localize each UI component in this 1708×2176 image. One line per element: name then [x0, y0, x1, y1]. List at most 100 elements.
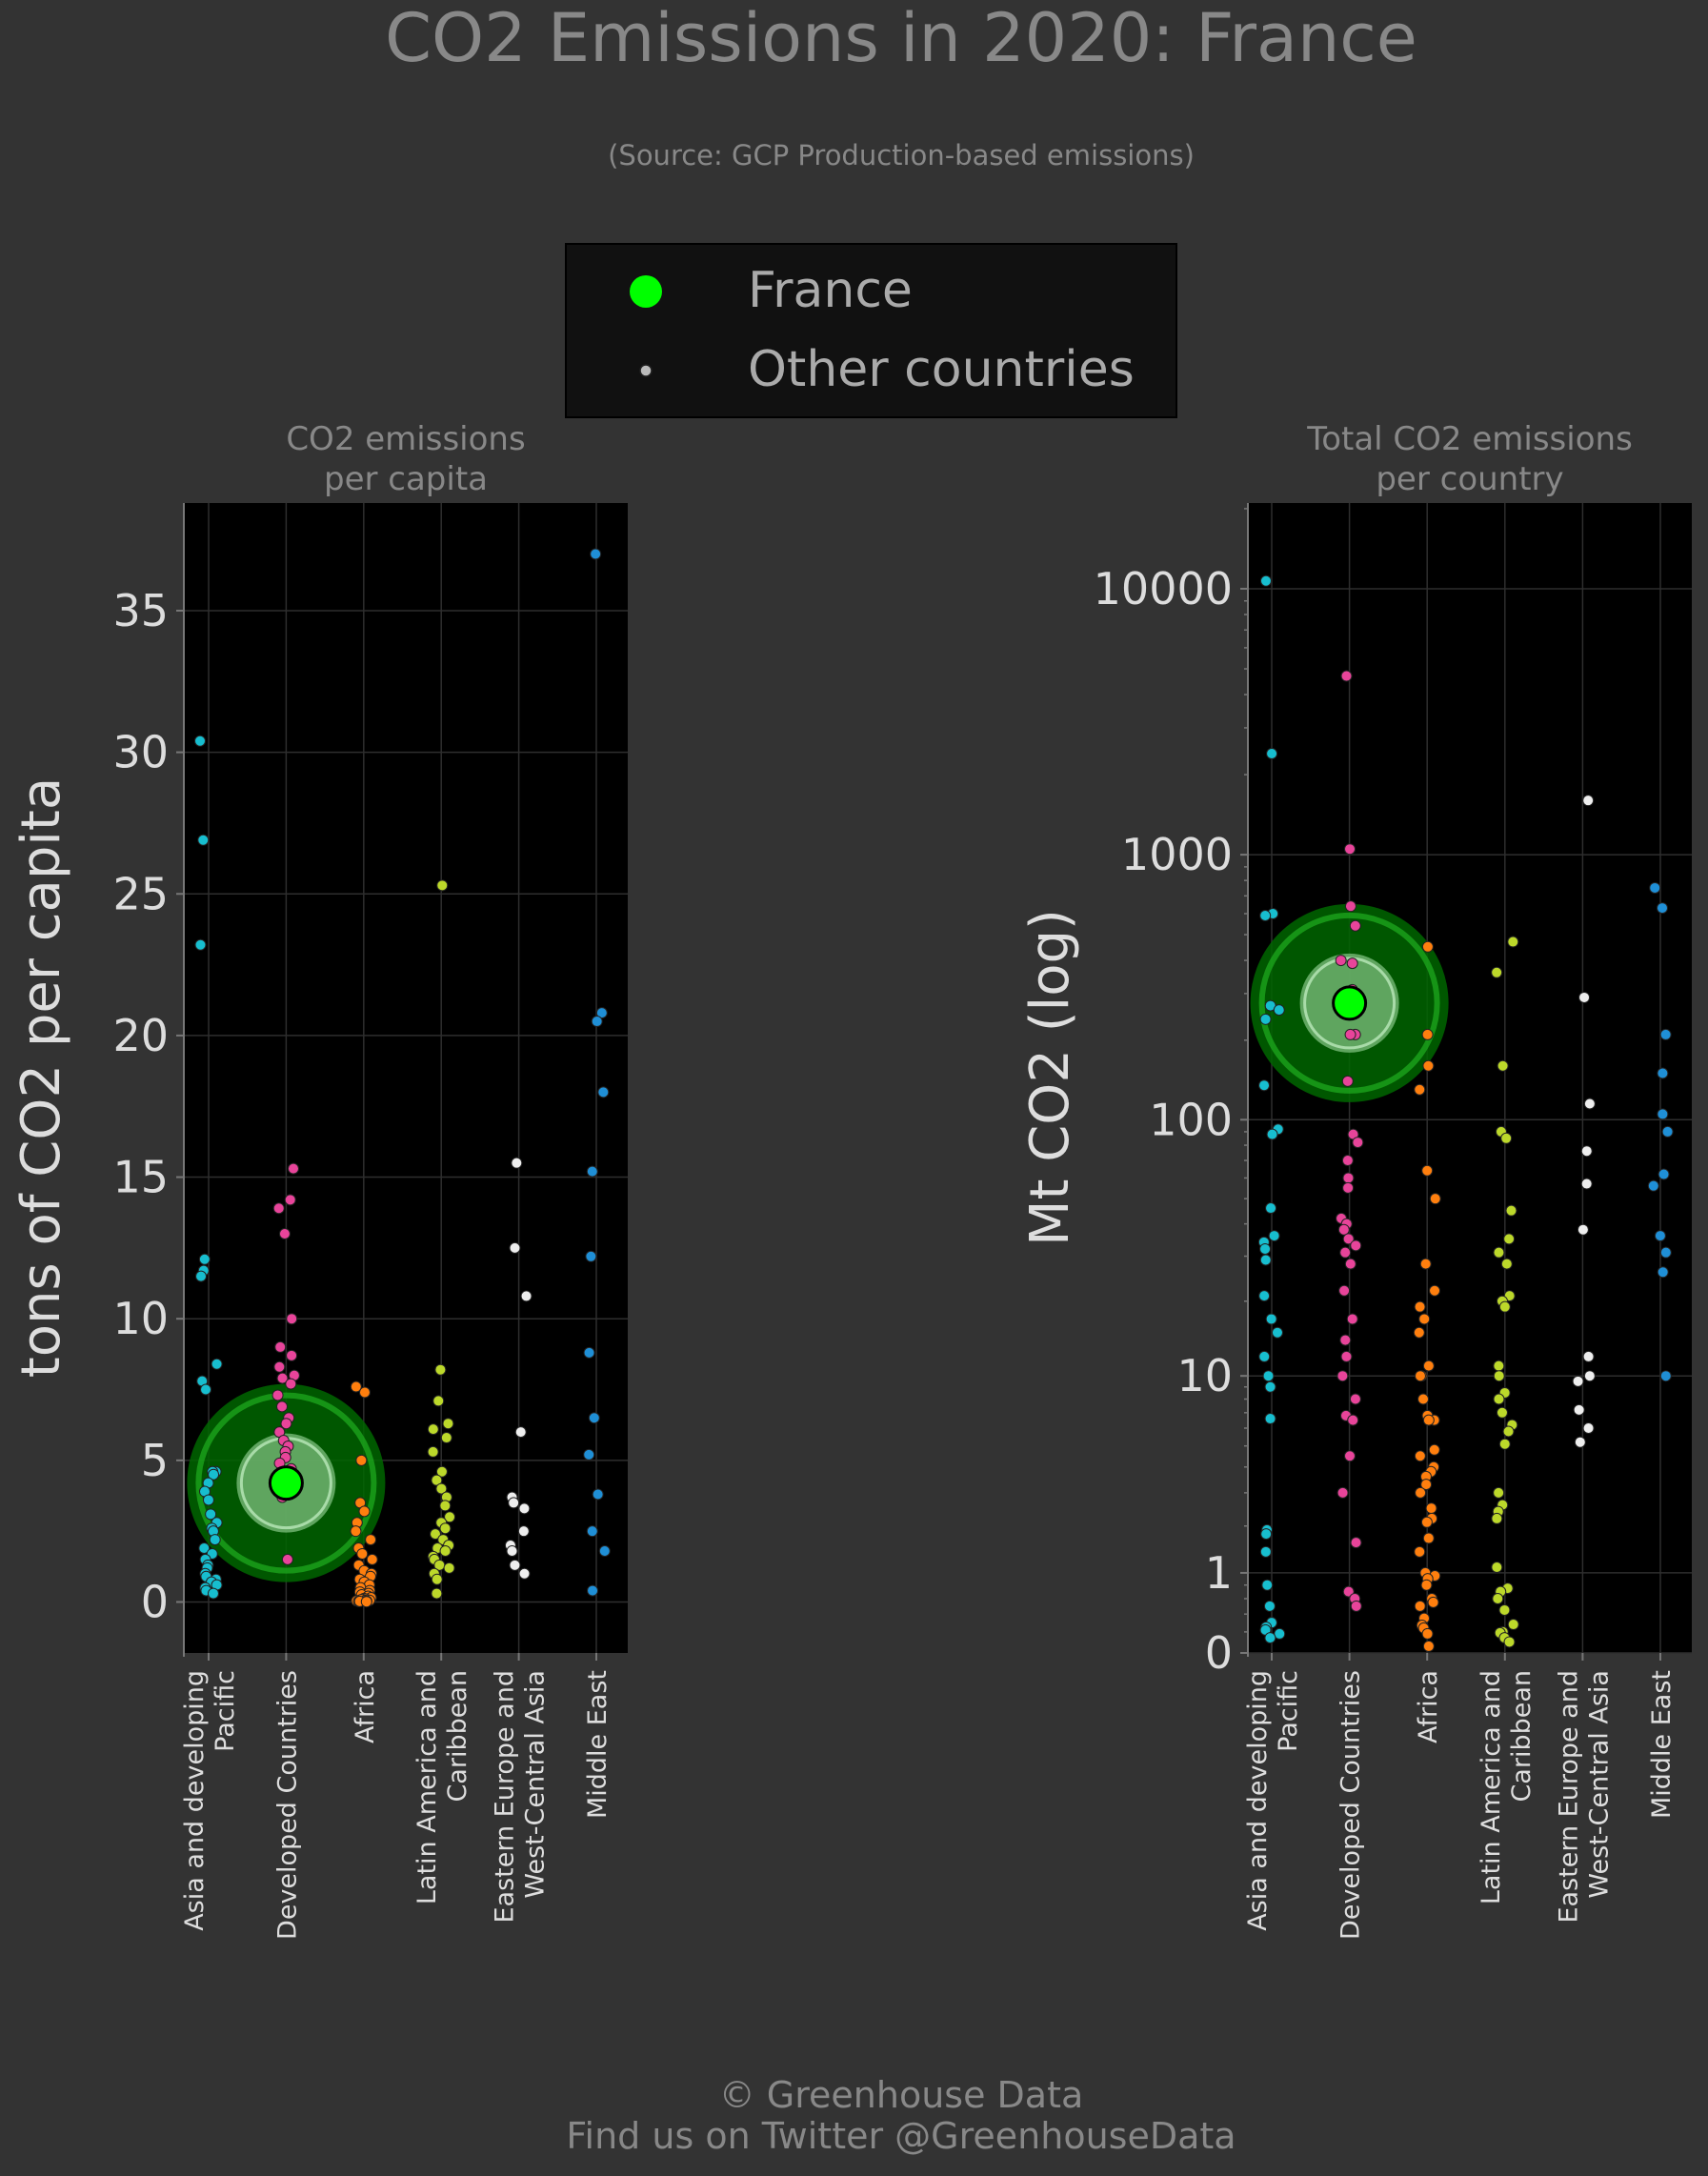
data-point-latin-america-and-caribbean: [1500, 1132, 1513, 1144]
data-point-africa: [1422, 1532, 1435, 1544]
legend-other-label: Other countries: [748, 341, 1135, 398]
x-tick-label-asia-and-developing-pacific: Pacific: [211, 1670, 240, 1752]
data-point-asia-and-developing-pacific: [207, 1587, 219, 1600]
data-point-middle-east: [1649, 881, 1661, 894]
data-point-latin-america-and-caribbean: [444, 1511, 456, 1523]
data-point-eastern-europe-and-west-central-asia: [1582, 1422, 1595, 1435]
data-point-latin-america-and-caribbean: [431, 1573, 443, 1585]
y-tick-label: 10000: [1094, 563, 1233, 615]
data-point-developed-countries: [1344, 843, 1356, 856]
data-point-asia-and-developing-pacific: [1259, 1545, 1272, 1558]
data-point-africa: [366, 1553, 378, 1565]
y-tick-label: 100: [1149, 1094, 1233, 1145]
data-point-developed-countries: [281, 1553, 293, 1565]
data-point-developed-countries: [272, 1202, 285, 1215]
data-point-developed-countries: [1340, 1350, 1353, 1362]
data-point-latin-america-and-caribbean: [439, 1500, 452, 1512]
data-point-asia-and-developing-pacific: [200, 1383, 212, 1396]
data-point-developed-countries: [1344, 1258, 1356, 1270]
data-point-africa: [1420, 1579, 1433, 1591]
data-point-eastern-europe-and-west-central-asia: [514, 1426, 527, 1439]
data-point-latin-america-and-caribbean: [435, 1465, 448, 1478]
data-point-africa: [1420, 1479, 1433, 1491]
data-point-asia-and-developing-pacific: [1260, 1528, 1273, 1541]
data-point-middle-east: [1647, 1179, 1659, 1192]
y-tick-label: 30: [112, 727, 169, 778]
data-point-latin-america-and-caribbean: [1498, 1438, 1511, 1450]
data-point-africa: [1420, 1516, 1433, 1528]
data-point-middle-east: [595, 1007, 608, 1019]
highlight-halo-ring: [195, 1392, 377, 1574]
data-point-eastern-europe-and-west-central-asia: [509, 1241, 521, 1254]
data-point-middle-east: [1658, 1168, 1670, 1180]
data-point-latin-america-and-caribbean: [1496, 1406, 1508, 1419]
data-point-latin-america-and-caribbean: [435, 1482, 448, 1495]
data-point-africa: [1414, 1370, 1426, 1382]
data-point-eastern-europe-and-west-central-asia: [1578, 991, 1591, 1003]
data-point-eastern-europe-and-west-central-asia: [1583, 1370, 1596, 1382]
legend-france-label: France: [748, 262, 913, 319]
y-tick-label: 35: [112, 585, 169, 636]
france-marker: [268, 1465, 304, 1501]
data-point-africa: [1414, 1083, 1426, 1096]
data-point-asia-and-developing-pacific: [198, 1542, 211, 1555]
data-point-developed-countries: [1344, 900, 1356, 913]
data-point-latin-america-and-caribbean: [439, 1544, 452, 1557]
data-point-eastern-europe-and-west-central-asia: [1580, 1178, 1593, 1190]
data-point-developed-countries: [1349, 919, 1361, 932]
data-point-developed-countries: [274, 1340, 287, 1353]
data-point-developed-countries: [1350, 1537, 1362, 1549]
data-point-developed-countries: [1346, 957, 1358, 970]
data-point-developed-countries: [1341, 1155, 1354, 1167]
data-point-asia-and-developing-pacific: [1265, 1202, 1277, 1215]
data-point-africa: [358, 1505, 371, 1518]
data-point-developed-countries: [1342, 1181, 1355, 1194]
data-point-latin-america-and-caribbean: [439, 1522, 452, 1535]
data-point-asia-and-developing-pacific: [194, 735, 206, 747]
x-tick-label-africa: Africa: [351, 1670, 380, 1743]
data-point-africa: [1415, 1486, 1427, 1499]
data-point-africa: [1418, 1313, 1431, 1325]
data-point-latin-america-and-caribbean: [1493, 1360, 1505, 1372]
data-point-middle-east: [1657, 902, 1669, 915]
data-point-developed-countries: [1336, 1486, 1349, 1499]
data-point-asia-and-developing-pacific: [1266, 748, 1278, 760]
panel-title-line: per capita: [324, 460, 488, 498]
data-point-latin-america-and-caribbean: [430, 1528, 442, 1541]
x-tick-label-asia-and-developing-pacific: Asia and developing: [180, 1670, 210, 1931]
data-point-africa: [365, 1534, 377, 1546]
chart-title: CO2 Emissions in 2020: France: [385, 0, 1417, 77]
x-tick-label-latin-america-and-caribbean: Caribbean: [1507, 1670, 1537, 1803]
data-point-africa: [1429, 1193, 1441, 1205]
data-point-africa: [1417, 1393, 1430, 1405]
data-point-middle-east: [592, 1488, 604, 1501]
y-tick-label: 15: [112, 1152, 169, 1203]
data-point-africa: [1421, 1164, 1434, 1177]
data-point-latin-america-and-caribbean: [1502, 1425, 1515, 1438]
data-point-asia-and-developing-pacific: [1259, 1013, 1272, 1025]
data-point-developed-countries: [276, 1372, 289, 1384]
data-point-middle-east: [1657, 1108, 1669, 1120]
data-point-latin-america-and-caribbean: [1493, 1246, 1505, 1259]
data-point-latin-america-and-caribbean: [1500, 1258, 1513, 1270]
data-point-eastern-europe-and-west-central-asia: [518, 1567, 531, 1580]
data-point-middle-east: [586, 1165, 598, 1178]
data-point-developed-countries: [273, 1360, 286, 1373]
data-point-asia-and-developing-pacific: [1264, 1380, 1276, 1393]
data-point-middle-east: [1659, 1370, 1672, 1382]
data-point-africa: [1428, 1443, 1440, 1456]
data-point-latin-america-and-caribbean: [431, 1587, 443, 1600]
x-tick-label-middle-east: Middle East: [1647, 1670, 1677, 1819]
data-point-latin-america-and-caribbean: [1493, 1370, 1505, 1382]
panel-title-line: Total CO2 emissions: [1306, 420, 1633, 458]
data-point-africa: [1422, 1414, 1435, 1426]
data-point-eastern-europe-and-west-central-asia: [1582, 1350, 1595, 1362]
data-point-developed-countries: [1352, 1137, 1364, 1149]
data-point-middle-east: [590, 548, 602, 560]
legend-box: [565, 243, 1177, 418]
data-point-developed-countries: [1343, 1450, 1356, 1462]
data-point-eastern-europe-and-west-central-asia: [511, 1157, 523, 1169]
